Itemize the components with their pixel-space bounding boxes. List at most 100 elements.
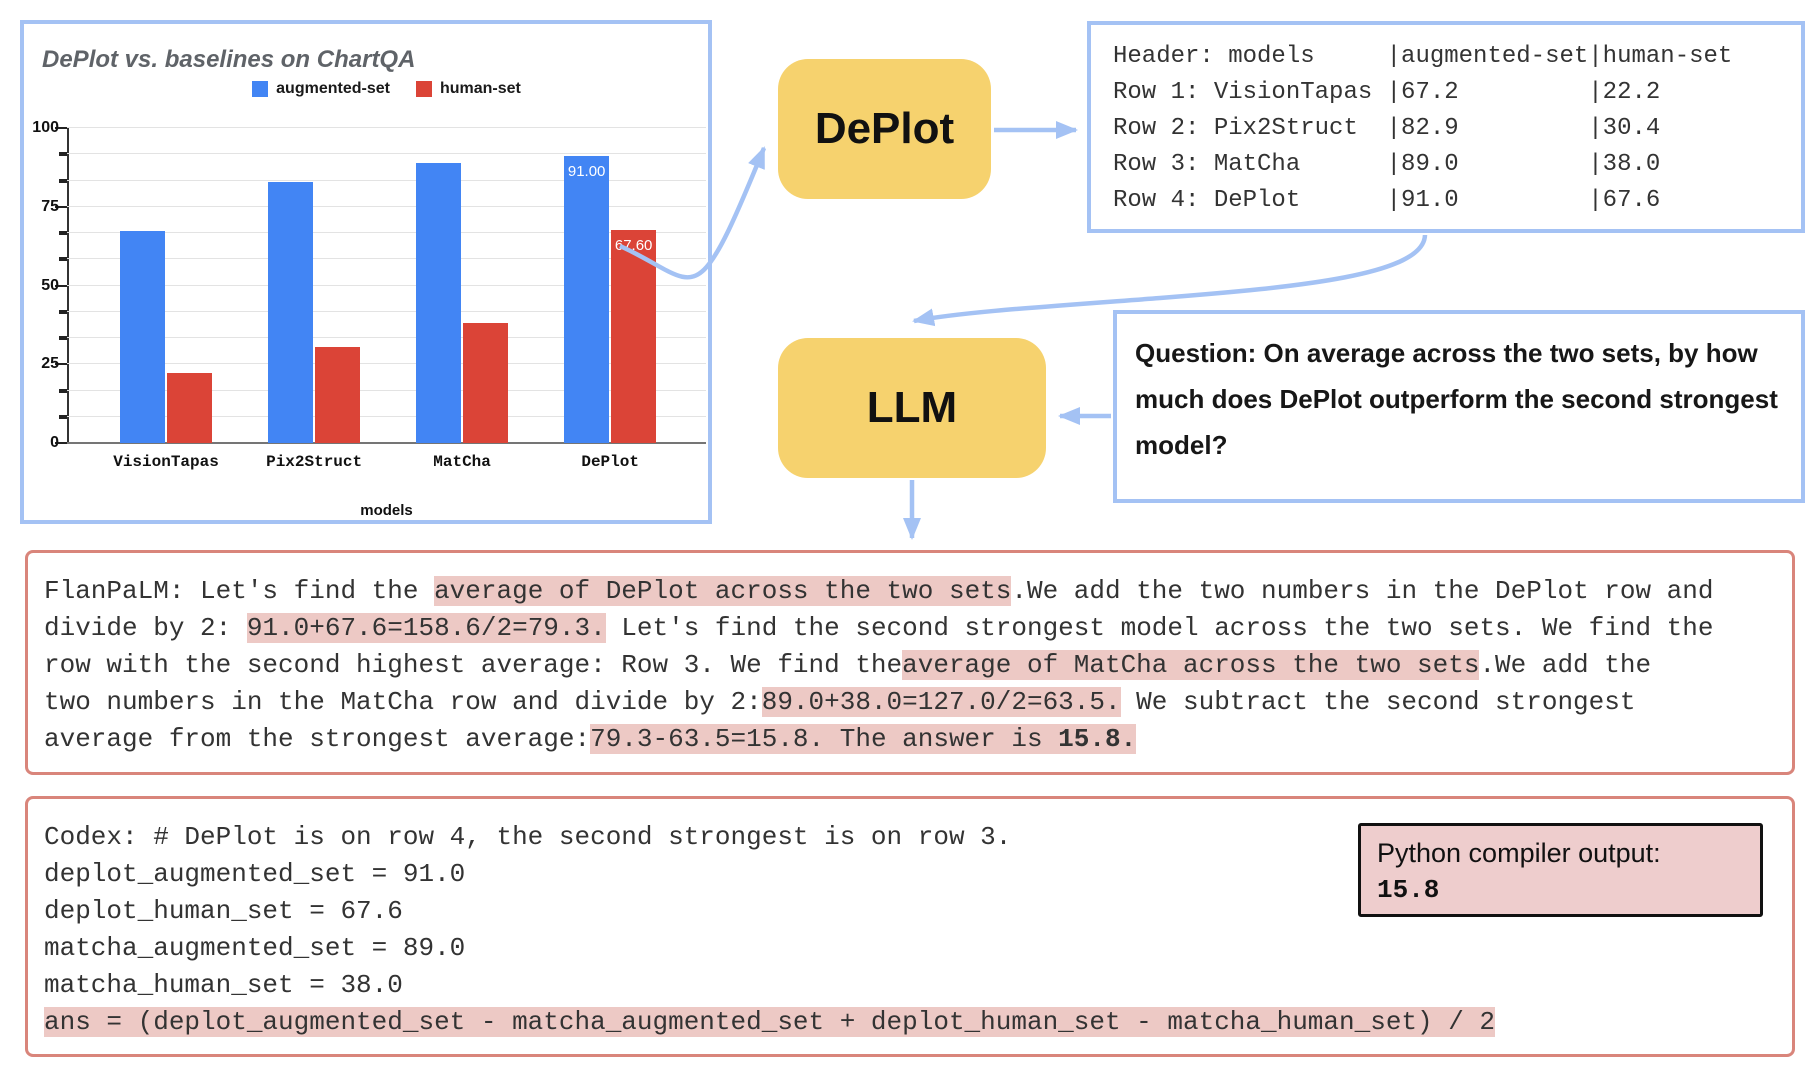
human-set-bar: 67.60 [611, 230, 657, 443]
legend-item-augmented-set: augmented-set [252, 80, 390, 98]
llm-model-box: LLM [778, 338, 1046, 478]
plain-text: two numbers in the MatCha row and divide… [44, 687, 762, 717]
text-line: deplot_human_set = 67.6 [44, 893, 1776, 930]
llm-model-label: LLM [866, 383, 958, 432]
minor-tick [59, 336, 67, 340]
gridline [67, 258, 706, 260]
highlighted-text: 89.0+38.0=127.0/2=63.5. [761, 687, 1121, 717]
chart-panel: DePlot vs. baselines on ChartQA augmente… [20, 20, 712, 524]
major-tick [55, 127, 67, 129]
text-line: deplot_augmented_set = 91.0 [44, 856, 1776, 893]
legend-swatch-icon [415, 81, 432, 97]
chart-plot-area: 0 25 50 75 100 91.00 67.60 [32, 119, 706, 451]
chart-x-axis-title: models [360, 502, 413, 519]
bar-group-DePlot: 91.00 67.60 [564, 156, 657, 443]
table-line: Row 1: VisionTapas |67.2 |22.2 [1113, 79, 1661, 106]
text-line: row with the second highest average: Row… [44, 647, 1776, 684]
plain-text: .We add the [1479, 650, 1652, 680]
text-line: divide by 2: 91.0+67.6=158.6/2=79.3. Let… [44, 610, 1776, 647]
y-axis-line [67, 128, 69, 443]
gridline [67, 127, 706, 128]
bar-value-label: 67.60 [614, 237, 653, 255]
plain-text: average from the strongest average: [44, 724, 591, 754]
bar-group-VisionTapas [120, 231, 213, 443]
python-output-box: Python compiler output: 15.8 [1358, 823, 1763, 917]
deplot-model-label: DePlot [814, 104, 955, 153]
plain-text: divide by 2: [44, 613, 247, 643]
x-axis-line [67, 442, 706, 444]
python-output-value: 15.8 [1377, 875, 1440, 905]
minor-tick [59, 309, 67, 314]
plain-text: row with the second highest average: Row… [44, 650, 903, 680]
minor-tick [59, 152, 67, 157]
highlighted-text: 15.8. [1058, 724, 1137, 754]
augmented-set-bar: 91.00 [564, 156, 610, 443]
python-output-label: Python compiler output: [1377, 838, 1661, 868]
text-line: matcha_augmented_set = 89.0 [44, 930, 1776, 967]
minor-tick [59, 257, 67, 262]
human-set-bar [463, 323, 509, 443]
gridline [67, 205, 706, 207]
minor-tick [59, 231, 67, 235]
plain-text: deplot_human_set = 67.6 [44, 896, 403, 926]
table-line: Row 3: MatCha |89.0 |38.0 [1113, 151, 1661, 178]
gridline [67, 337, 706, 338]
text-line: average from the strongest average:79.3-… [44, 721, 1776, 758]
codex-answer-panel: Codex: # DePlot is on row 4, the second … [25, 796, 1795, 1057]
y-tick-label: 25 [41, 355, 59, 373]
bar-value-label: 91.00 [567, 163, 606, 181]
minor-tick [59, 414, 67, 419]
major-tick [55, 442, 67, 444]
text-line: matcha_human_set = 38.0 [44, 967, 1776, 1004]
chart-legend: augmented-set human-set [67, 80, 706, 98]
x-tick-label: DePlot [581, 453, 639, 471]
gridline [67, 363, 706, 365]
highlighted-text: average of DePlot across the two sets [434, 576, 1012, 606]
gridline [67, 179, 706, 181]
gridline [67, 389, 706, 391]
flanpalm-answer-panel: FlanPaLM: Let's find the average of DePl… [25, 550, 1795, 775]
question-panel: Question: On average across the two sets… [1113, 310, 1805, 503]
gridline [67, 415, 706, 417]
x-tick-label: VisionTapas [113, 453, 219, 471]
highlighted-text: average of MatCha across the two sets [902, 650, 1480, 680]
bar-group-MatCha [416, 162, 509, 443]
gridline [67, 310, 706, 312]
plain-text: Let's find the second strongest model ac… [605, 613, 1714, 643]
gridline [67, 284, 706, 286]
chart-x-labels: VisionTapas Pix2Struct MatCha DePlot [67, 453, 706, 477]
augmented-set-bar [268, 181, 314, 443]
deplot-model-box: DePlot [778, 59, 991, 199]
legend-swatch-icon [252, 81, 269, 97]
highlighted-text: 91.0+67.6=158.6/2=79.3. [246, 613, 606, 643]
x-tick-label: MatCha [433, 453, 491, 471]
gridline [67, 232, 706, 233]
plain-text: matcha_human_set = 38.0 [44, 970, 403, 1000]
augmented-set-bar [120, 231, 166, 443]
highlighted-text: 79.3-63.5=15.8. The answer is [590, 724, 1059, 754]
major-tick [55, 363, 67, 366]
minor-tick [59, 388, 67, 393]
highlighted-text: ans = (deplot_augmented_set - matcha_aug… [44, 1007, 1496, 1037]
augmented-set-bar [416, 162, 462, 443]
text-line: ans = (deplot_augmented_set - matcha_aug… [44, 1004, 1776, 1041]
gridline [67, 153, 706, 155]
question-text: Question: On average across the two sets… [1135, 338, 1778, 460]
human-set-bar [167, 373, 213, 443]
table-line: Header: models |augmented-set|human-set [1113, 43, 1733, 70]
y-tick-label: 0 [50, 434, 59, 451]
linearized-table-panel: Header: models |augmented-set|human-set R… [1087, 21, 1805, 233]
x-tick-label: Pix2Struct [266, 453, 363, 471]
legend-label: augmented-set [276, 80, 390, 97]
minor-tick [59, 178, 67, 183]
major-tick [55, 284, 67, 287]
y-tick-label: 50 [41, 276, 59, 294]
y-tick-label: 75 [41, 197, 59, 215]
bar-group-Pix2Struct [268, 181, 361, 443]
chart-title: DePlot vs. baselines on ChartQA [42, 46, 416, 73]
table-line: Row 2: Pix2Struct |82.9 |30.4 [1113, 115, 1661, 142]
plain-text: FlanPaLM: Let's find the [44, 576, 435, 606]
text-line: Codex: # DePlot is on row 4, the second … [44, 819, 1776, 856]
major-tick [55, 205, 67, 208]
